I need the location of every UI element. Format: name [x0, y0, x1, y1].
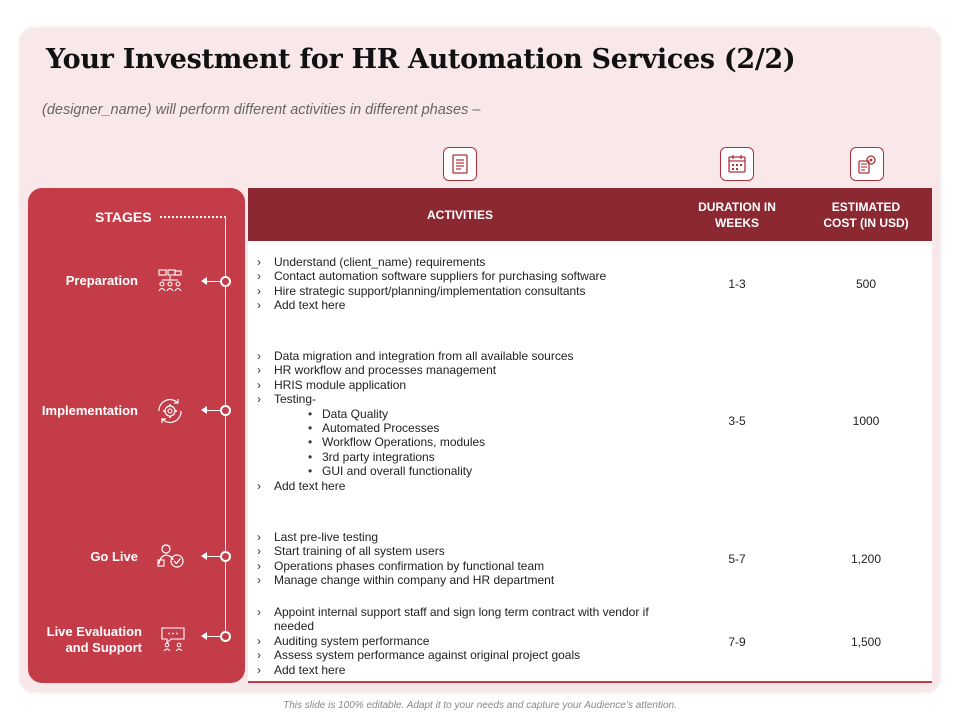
- activity-item: Last pre-live testing: [256, 530, 666, 545]
- activity-item: Data migration and integration from all …: [256, 349, 666, 364]
- connector: [205, 410, 221, 411]
- investment-table: ACTIVITIES DURATION IN WEEKS ESTIMATED C…: [248, 188, 932, 683]
- activity-item: Add text here: [256, 298, 666, 313]
- stage-label-live-evaluation: Live Evaluation and Support: [34, 624, 142, 656]
- duration-go-live: 5-7: [728, 552, 746, 566]
- cost-implementation: 1000: [852, 414, 880, 428]
- sub-activity-item: Data Quality: [256, 407, 666, 422]
- cost-settings-icon: [850, 147, 884, 181]
- sub-activity-item: GUI and overall functionality: [256, 464, 666, 479]
- activity-item: Operations phases confirmation by functi…: [256, 559, 666, 574]
- activity-item: Add text here: [256, 479, 666, 494]
- stage-label-preparation: Preparation: [65, 273, 138, 288]
- activity-item: Assess system performance against origin…: [256, 648, 656, 663]
- duration-live-evaluation: 7-9: [728, 635, 746, 649]
- document-icon: [443, 147, 477, 181]
- stage-label-line: Live Evaluation: [46, 624, 142, 639]
- gear-cycle-icon: [155, 396, 185, 431]
- arrowhead: [201, 552, 207, 560]
- timeline-node: [220, 405, 231, 416]
- activity-item: HRIS module application: [256, 378, 666, 393]
- arrowhead: [201, 277, 207, 285]
- cost-live-evaluation: 1,500: [850, 635, 882, 649]
- cost-preparation: 500: [855, 277, 877, 291]
- sub-activity-item: Workflow Operations, modules: [256, 435, 666, 450]
- activity-item: Appoint internal support staff and sign …: [256, 605, 656, 634]
- timeline-node: [220, 551, 231, 562]
- stages-panel: [28, 188, 245, 683]
- connector: [205, 556, 221, 557]
- stages-dotted-line: [160, 216, 226, 218]
- stage-label-go-live: Go Live: [90, 549, 138, 564]
- team-network-icon: [156, 268, 184, 299]
- activity-item: Add text here: [256, 663, 656, 678]
- timeline-node: [220, 276, 231, 287]
- duration-implementation: 3-5: [728, 414, 746, 428]
- stages-title: STAGES: [95, 209, 152, 225]
- table-bottom-border: [248, 681, 932, 683]
- connector: [205, 281, 221, 282]
- calendar-icon: [720, 147, 754, 181]
- sub-activity-item: Automated Processes: [256, 421, 666, 436]
- activity-item: Hire strategic support/planning/implemen…: [256, 284, 666, 299]
- activity-list-implementation: Data migration and integration from all …: [256, 349, 666, 493]
- activity-item: HR workflow and processes management: [256, 363, 666, 378]
- support-chat-icon: [159, 626, 187, 657]
- header-cost: ESTIMATED COST (IN USD): [823, 199, 909, 230]
- duration-preparation: 1-3: [728, 277, 746, 291]
- activity-item: Start training of all system users: [256, 544, 666, 559]
- header-duration: DURATION IN WEEKS: [698, 199, 776, 230]
- stage-label-implementation: Implementation: [41, 403, 138, 418]
- timeline-node: [220, 631, 231, 642]
- cost-go-live: 1,200: [850, 552, 882, 566]
- activity-item: Understand (client_name) requirements: [256, 255, 666, 270]
- activity-list-go-live: Last pre-live testing Start training of …: [256, 530, 666, 588]
- header-activities: ACTIVITIES: [426, 207, 493, 222]
- activity-item: Auditing system performance: [256, 634, 656, 649]
- stages-timeline: [225, 216, 226, 641]
- connector: [205, 636, 221, 637]
- sub-activity-item: 3rd party integrations: [256, 450, 666, 465]
- person-check-icon: [156, 542, 186, 575]
- page-title: Your Investment for HR Automation Servic…: [46, 44, 796, 75]
- page-subtitle: (designer_name) will perform different a…: [42, 102, 481, 118]
- activity-list-live-evaluation: Appoint internal support staff and sign …: [256, 605, 656, 677]
- activity-item: Contact automation software suppliers fo…: [256, 269, 666, 284]
- arrowhead: [201, 406, 207, 414]
- arrowhead: [201, 632, 207, 640]
- table-header: ACTIVITIES DURATION IN WEEKS ESTIMATED C…: [248, 188, 932, 241]
- stage-label-line: and Support: [65, 640, 142, 655]
- activity-item: Manage change within company and HR depa…: [256, 573, 666, 588]
- activity-list-preparation: Understand (client_name) requirements Co…: [256, 255, 666, 313]
- footer-note: This slide is 100% editable. Adapt it to…: [283, 700, 677, 711]
- activity-item: Testing-: [256, 392, 666, 407]
